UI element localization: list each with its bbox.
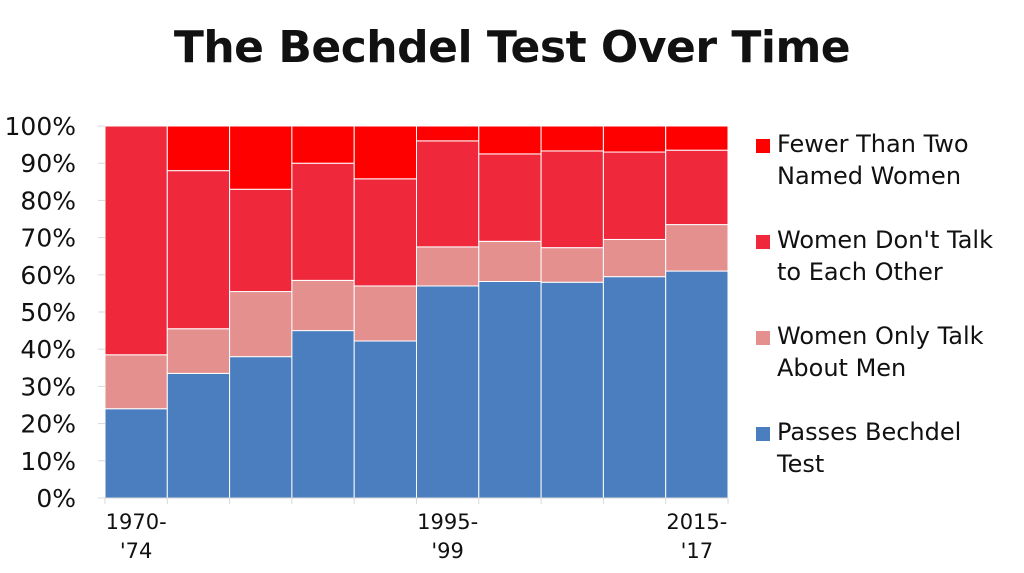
legend-label: Passes Bechdel Test — [777, 416, 1022, 480]
bars-group — [104, 125, 729, 499]
bar-segment-1-4 — [291, 330, 355, 499]
legend-label-line: Test — [777, 450, 825, 478]
bar-segment-3-1 — [104, 125, 168, 356]
bar-segment-1-6 — [416, 285, 480, 499]
bar-segment-3-4 — [291, 162, 355, 281]
bar-segment-4-6 — [416, 125, 480, 142]
y-tick-label: 100% — [5, 112, 76, 141]
bar-segment-1-1 — [104, 408, 168, 499]
bar-segment-3-10 — [665, 149, 729, 226]
bar-segment-3-8 — [540, 150, 604, 249]
legend-item: Passes Bechdel Test — [756, 416, 1024, 486]
x-axis-ticks: 1970- '74 1995- '99 2015- '17 — [104, 498, 729, 563]
bar-segment-3-5 — [353, 178, 418, 287]
bar-segment-2-4 — [291, 279, 355, 332]
bar-segment-3-2 — [166, 170, 231, 330]
bar-segment-4-10 — [665, 125, 729, 151]
bar-segment-1-9 — [602, 276, 667, 499]
bar-segment-3-3 — [229, 188, 293, 293]
y-axis-ticks: 0% 10% 20% 30% 40% 50% 60% 70% 80% 90% 100% — [5, 112, 105, 513]
x-tick-label: '17 — [681, 539, 714, 563]
bar-segment-2-2 — [166, 328, 231, 374]
bar-segment-4-2 — [166, 125, 231, 172]
legend-label: Fewer Than Two Named Women — [777, 128, 1022, 192]
bar-segment-1-2 — [166, 372, 231, 499]
legend-label-line: Named Women — [777, 162, 962, 190]
bar-segment-4-5 — [353, 125, 418, 180]
bar-segment-1-3 — [229, 356, 293, 499]
legend-swatch — [756, 139, 770, 153]
legend-label: Women Don't Talk to Each Other — [777, 224, 1022, 288]
bar-segment-1-7 — [478, 280, 542, 499]
y-tick-label: 80% — [20, 186, 76, 215]
bar-segment-2-8 — [540, 247, 604, 283]
legend-label-line: Women Don't Talk — [777, 226, 993, 254]
y-tick-label: 90% — [20, 149, 76, 178]
bar-segment-3-7 — [478, 153, 542, 242]
legend-item: Women Don't Talk to Each Other — [756, 224, 1024, 294]
stacked-bar-chart: 0% 10% 20% 30% 40% 50% 60% 70% 80% 90% 100% 1970- '… — [5, 112, 729, 563]
bar-segment-4-8 — [540, 125, 604, 152]
legend-label-line: Fewer Than Two — [777, 130, 969, 158]
x-tick-label: '99 — [431, 539, 464, 563]
bar-segment-1-8 — [540, 281, 604, 499]
y-tick-label: 30% — [20, 372, 76, 401]
x-tick-label: 1970- — [106, 510, 167, 534]
bar-segment-3-6 — [416, 140, 480, 248]
bar-segment-4-4 — [291, 125, 355, 164]
x-tick-label: '74 — [120, 539, 153, 563]
y-tick-label: 20% — [20, 410, 76, 439]
legend-label-line: to Each Other — [777, 258, 943, 286]
legend-swatch — [756, 427, 770, 441]
legend-label-line: About Men — [777, 354, 907, 382]
bar-segment-2-10 — [665, 224, 729, 272]
legend-swatch — [756, 331, 770, 345]
x-tick-label: 1995- — [417, 510, 478, 534]
legend-item: Women Only Talk About Men — [756, 320, 1024, 390]
bar-segment-4-3 — [229, 125, 293, 190]
bar-segment-2-1 — [104, 354, 168, 410]
legend-swatch — [756, 235, 770, 249]
chart-title: The Bechdel Test Over Time — [173, 22, 851, 73]
bar-segment-1-5 — [353, 340, 418, 499]
legend-label-line: Women Only Talk — [777, 322, 984, 350]
bar-segment-3-9 — [602, 151, 667, 240]
bar-segment-2-7 — [478, 240, 542, 282]
bar-segment-4-9 — [602, 125, 667, 153]
legend-item: Fewer Than Two Named Women — [756, 128, 1024, 198]
y-tick-label: 60% — [20, 261, 76, 290]
y-tick-label: 40% — [20, 335, 76, 364]
y-tick-label: 70% — [20, 224, 76, 253]
legend-label-line: Passes Bechdel — [777, 418, 962, 446]
y-tick-label: 0% — [36, 484, 76, 513]
bar-segment-2-6 — [416, 246, 480, 287]
x-tick-label: 2015- — [666, 510, 727, 534]
bar-segment-2-5 — [353, 285, 418, 342]
y-tick-label: 50% — [20, 298, 76, 327]
bar-segment-4-7 — [478, 125, 542, 155]
bar-segment-1-10 — [665, 270, 729, 499]
bar-segment-2-3 — [229, 291, 293, 358]
bar-segment-2-9 — [602, 238, 667, 278]
y-tick-label: 10% — [20, 447, 76, 476]
legend-label: Women Only Talk About Men — [777, 320, 1022, 384]
